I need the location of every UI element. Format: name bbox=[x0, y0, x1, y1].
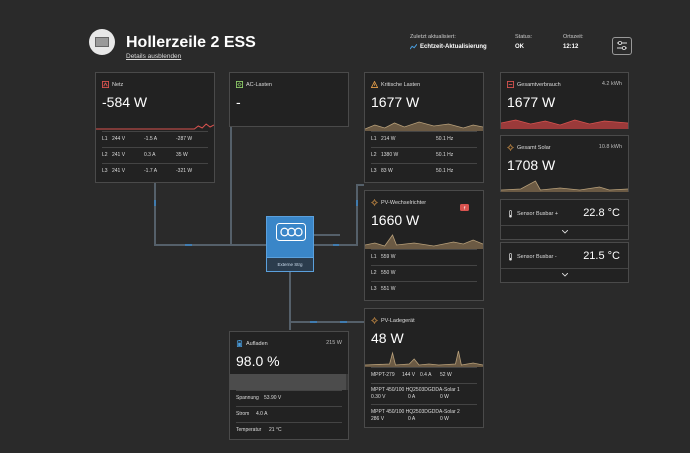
pv-inverter-card[interactable]: PV-Wechselrichter f 1660 W L1 559 W L2 550… bbox=[364, 190, 484, 301]
sensor-busbar-plus-value: 22.8 °C bbox=[583, 207, 620, 219]
total-consumption-sparkline bbox=[501, 119, 628, 129]
grid-power-value: -584 W bbox=[102, 94, 148, 110]
chevron-down-icon bbox=[561, 273, 568, 277]
mppt-row-2-name: MPPT 450/100 HQ2503DGDDA-Solar 1 bbox=[371, 387, 460, 393]
battery-card[interactable]: Aufladen 215 W 98.0 % Spannung 53.90 V St… bbox=[229, 331, 349, 440]
last-updated-value: Echtzeit-Aktualisierung bbox=[420, 44, 487, 50]
battery-power: 215 W bbox=[326, 340, 342, 346]
total-consumption-value: 1677 W bbox=[507, 94, 556, 110]
battery-soc-bar bbox=[230, 374, 348, 390]
sun-icon bbox=[371, 317, 378, 324]
pv-charger-card[interactable]: PV-Ladegerät 48 W MPPT-279 144 V 0.4 A 52 W… bbox=[364, 308, 484, 428]
total-solar-card[interactable]: Gesamt Solar 10.8 kWh 1708 W bbox=[500, 135, 629, 192]
sensor-busbar-plus-expand[interactable] bbox=[501, 225, 628, 239]
status-label: Status: bbox=[515, 34, 533, 40]
sensor-busbar-plus-label: Sensor Busbar + bbox=[517, 211, 559, 217]
chevron-down-icon bbox=[561, 230, 568, 234]
total-solar-sparkline bbox=[501, 180, 628, 192]
critical-row-l1: L1 214 W 50.1 Hz bbox=[371, 136, 454, 142]
victron-logo-icon bbox=[276, 223, 306, 241]
pv-inverter-title: PV-Wechselrichter bbox=[381, 199, 427, 206]
total-consumption-energy: 4.2 kWh bbox=[601, 81, 622, 87]
ac-plug-icon bbox=[236, 81, 243, 88]
ac-loads-title: AC-Lasten bbox=[246, 81, 272, 88]
sensor-busbar-minus-value: 21.5 °C bbox=[583, 250, 620, 262]
battery-state-title: Aufladen bbox=[246, 340, 268, 347]
sensor-busbar-minus-label: Sensor Busbar - bbox=[517, 254, 557, 260]
battery-current-row: Strom 4.0 A bbox=[236, 411, 268, 417]
pv-inverter-value: 1660 W bbox=[371, 212, 420, 228]
grid-row-l3: L3 241 V -1.7 A -321 W bbox=[102, 168, 193, 174]
sun-icon bbox=[507, 144, 514, 151]
last-updated-label: Zuletzt aktualisiert: bbox=[410, 34, 456, 40]
pv-charger-value: 48 W bbox=[371, 330, 404, 346]
live-update-icon bbox=[410, 44, 417, 50]
thermometer-icon bbox=[509, 253, 512, 261]
sliders-icon bbox=[617, 41, 627, 50]
battery-icon bbox=[236, 340, 243, 347]
critical-row-l2: L2 1380 W 50.1 Hz bbox=[371, 152, 454, 158]
settings-button[interactable] bbox=[612, 37, 632, 55]
page-title: Hollerzeile 2 ESS bbox=[126, 34, 256, 51]
critical-loads-sparkline bbox=[365, 121, 483, 131]
ac-loads-value: - bbox=[236, 94, 241, 110]
local-time-value: 12:12 bbox=[563, 44, 579, 50]
grid-card-title: Netz bbox=[112, 81, 124, 88]
critical-loads-value: 1677 W bbox=[371, 94, 420, 110]
thermometer-icon bbox=[509, 210, 512, 218]
inverter-mode-label: Externe Strg bbox=[266, 258, 314, 272]
consumption-icon bbox=[507, 81, 514, 88]
svg-text:f: f bbox=[464, 205, 466, 211]
grid-row-l1: L1 244 V -1.5 A -287 W bbox=[102, 136, 193, 142]
critical-row-l3: L3 83 W 50.1 Hz bbox=[371, 168, 454, 174]
device-logo bbox=[89, 29, 115, 55]
inverter-charger-node[interactable]: Externe Strg bbox=[266, 216, 314, 272]
grid-tower-icon bbox=[102, 81, 109, 88]
sensor-busbar-plus-card[interactable]: Sensor Busbar + 22.8 °C bbox=[500, 199, 629, 240]
mppt-row-3-name: MPPT 450/100 HQ2503DGDDA-Solar 2 bbox=[371, 409, 460, 415]
mppt-row-1: MPPT-279 144 V 0.4 A 52 W bbox=[371, 372, 452, 378]
critical-loads-title: Kritische Lasten bbox=[381, 81, 421, 88]
battery-voltage-row: Spannung 53.90 V bbox=[236, 395, 282, 401]
sensor-busbar-minus-card[interactable]: Sensor Busbar - 21.5 °C bbox=[500, 242, 629, 283]
pv-charger-sparkline bbox=[365, 350, 483, 367]
fronius-badge-icon: f bbox=[460, 204, 469, 211]
sensor-busbar-minus-expand[interactable] bbox=[501, 268, 628, 282]
battery-temperature-row: Temperatur 21 °C bbox=[236, 427, 282, 433]
pv-inverter-row-l2: L2 550 W bbox=[371, 270, 396, 276]
total-consumption-title: Gesamtverbrauch bbox=[517, 81, 561, 88]
total-solar-value: 1708 W bbox=[507, 157, 556, 173]
details-toggle-link[interactable]: Details ausblenden bbox=[126, 53, 182, 60]
local-time-label: Ortszeit: bbox=[563, 34, 584, 40]
total-solar-title: Gesamt Solar bbox=[517, 144, 551, 151]
grid-sparkline bbox=[96, 123, 214, 130]
warning-icon bbox=[371, 81, 378, 88]
total-solar-energy: 10.8 kWh bbox=[598, 144, 622, 150]
pv-inverter-row-l1: L1 559 W bbox=[371, 254, 396, 260]
sun-icon bbox=[371, 199, 378, 206]
pv-inverter-sparkline bbox=[365, 234, 483, 249]
status-value: OK bbox=[515, 44, 524, 50]
critical-loads-card[interactable]: Kritische Lasten 1677 W L1 214 W 50.1 Hz L… bbox=[364, 72, 484, 183]
battery-soc-fill bbox=[230, 374, 346, 390]
pv-charger-title: PV-Ladegerät bbox=[381, 317, 415, 324]
total-consumption-card[interactable]: Gesamtverbrauch 4.2 kWh 1677 W bbox=[500, 72, 629, 129]
pv-inverter-row-l3: L3 551 W bbox=[371, 286, 396, 292]
ac-loads-card[interactable]: AC-Lasten - bbox=[229, 72, 349, 127]
battery-soc-value: 98.0 % bbox=[236, 353, 280, 369]
grid-row-l2: L2 241 V 0.3 A 35 W bbox=[102, 152, 188, 158]
